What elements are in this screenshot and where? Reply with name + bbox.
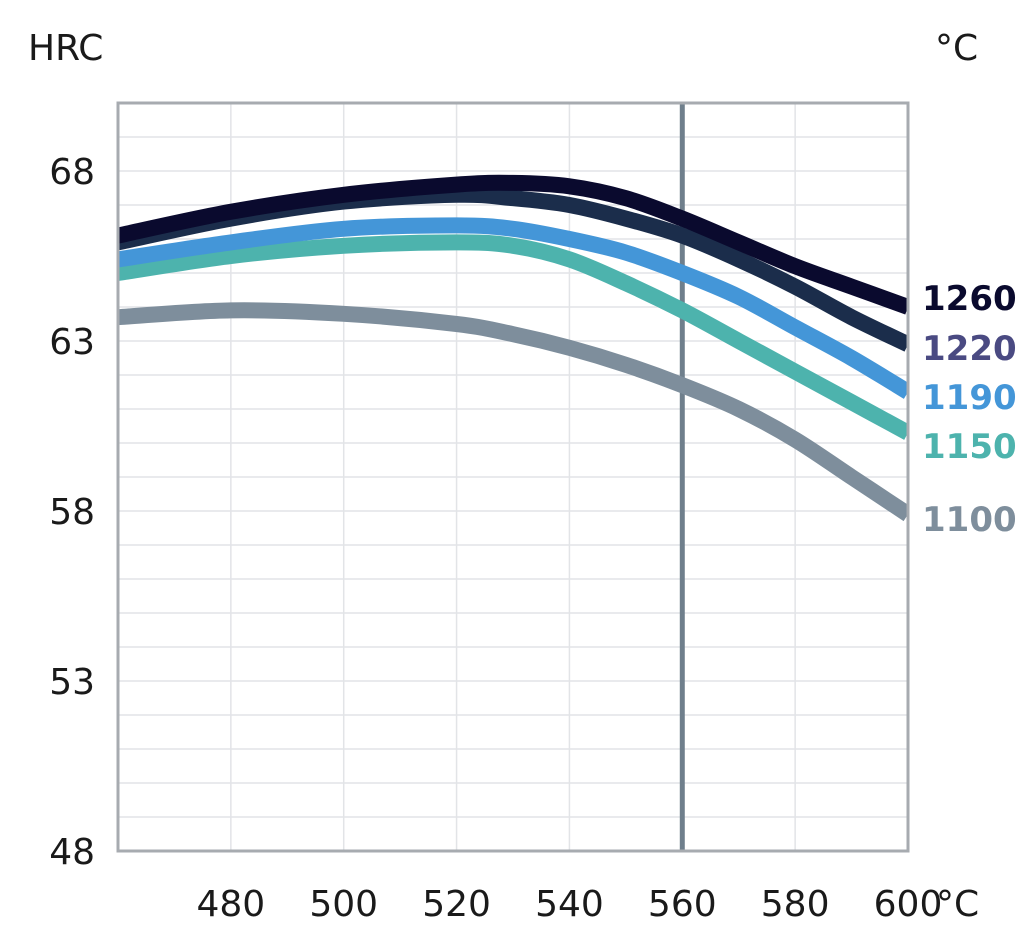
x-tick-label: 480 bbox=[196, 884, 265, 925]
plot-frame bbox=[116, 101, 910, 853]
y-tick-label: 48 bbox=[49, 832, 95, 873]
series-line-1190 bbox=[118, 217, 908, 399]
series-label-1150: 1150 bbox=[922, 427, 1017, 467]
y-tick-label: 58 bbox=[49, 492, 95, 533]
y-axis-label: HRC bbox=[28, 28, 103, 69]
x-tick-labels: 480 500 520 540 560 580 600 bbox=[196, 884, 942, 925]
y-tick-label: 53 bbox=[49, 662, 95, 703]
y-tick-label: 68 bbox=[49, 152, 95, 193]
right-unit-label: °C bbox=[935, 28, 978, 69]
x-tick-label: 520 bbox=[422, 884, 491, 925]
x-axis-unit: °C bbox=[936, 884, 979, 925]
x-tick-label: 500 bbox=[309, 884, 378, 925]
series-line-1150 bbox=[118, 234, 908, 440]
x-tick-label: 580 bbox=[761, 884, 830, 925]
series-label-1100: 1100 bbox=[922, 500, 1017, 540]
x-tick-label: 600 bbox=[874, 884, 943, 925]
x-tick-label: 560 bbox=[648, 884, 717, 925]
series-label-1220: 1220 bbox=[922, 329, 1017, 369]
series-label-1260: 1260 bbox=[922, 279, 1017, 319]
series-group bbox=[118, 174, 908, 522]
series-line-1100 bbox=[118, 302, 908, 522]
grid bbox=[118, 102, 909, 852]
x-tick-label: 540 bbox=[535, 884, 604, 925]
y-tick-labels: 48 53 58 63 68 bbox=[49, 152, 95, 873]
series-line-1260 bbox=[118, 174, 908, 315]
y-tick-label: 63 bbox=[49, 322, 95, 363]
series-labels: 1260 1220 1190 1150 1100 bbox=[922, 279, 1017, 540]
series-label-1190: 1190 bbox=[922, 378, 1017, 418]
